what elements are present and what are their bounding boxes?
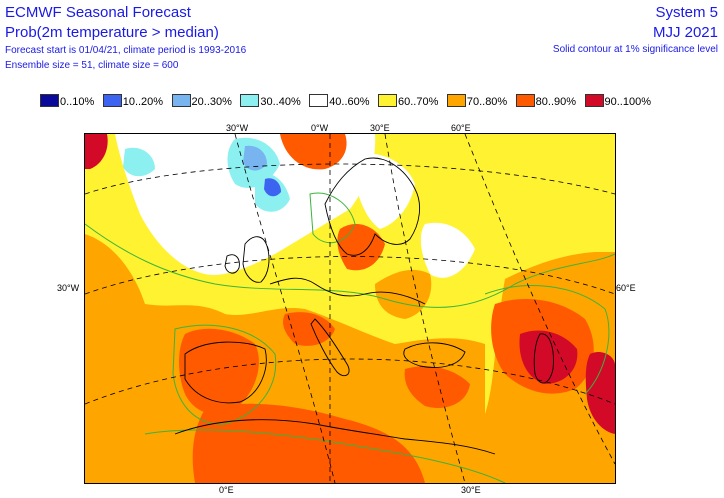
legend-swatch [171,94,191,107]
coast-italy [310,318,350,377]
field-80-90-sweden [337,224,385,271]
legend-item: 20..30% [171,94,232,108]
legend-label: 70..80% [466,96,508,108]
legend-item: 10..20% [102,94,164,108]
graticule-line [464,134,615,465]
lon-label-30w-left: 30°W [57,283,80,293]
map-canvas [85,134,615,483]
field-40-60-atlantic [115,134,376,275]
field-90-100-nw [85,134,108,169]
contour-line [172,324,277,425]
lon-label-60e-right: 60°E [616,283,636,293]
coast-ireland [224,254,240,274]
legend-label: 40..60% [329,96,370,108]
coastlines [174,157,554,455]
legend-item: 60..70% [378,94,438,108]
field-40-60-baltic [420,222,475,278]
coast-britain [242,236,270,283]
legend-swatch [584,94,604,107]
coast-scandinavia [324,157,421,256]
lon-label-30e-top: 30°E [370,123,390,133]
legend-label: 0..10% [60,96,95,108]
legend-label: 60..70% [398,96,439,108]
field-70-80-mid [375,269,432,319]
color-legend: 0..10% 10..20% 20..30% 30..40% 40..60% 6… [40,94,655,108]
field-80-90-iberia [179,328,259,414]
field-10-20-patch [264,178,281,197]
legend-label: 30..40% [260,96,301,108]
graticule-line [85,358,615,405]
system-name: System 5 [655,4,718,21]
probability-map [84,133,616,484]
contour-line [144,429,506,483]
field-30-40-patch [123,147,155,177]
legend-item: 70..80% [446,94,508,108]
field-80-90-balkans [283,312,335,346]
graticule-line [85,256,615,295]
coast-africa [174,419,496,455]
legend-swatch [446,94,466,107]
forecast-info: Forecast start is 01/04/21, climate peri… [5,45,247,56]
field-70-80-west [85,234,485,483]
legend-item: 90..100% [584,94,651,108]
graticule [85,134,615,483]
legend-swatch [378,94,398,107]
contour-note: Solid contour at 1% significance level [552,44,718,55]
graticule-line [384,134,466,483]
graticule-line [234,134,336,483]
coast-blacksea [403,342,466,368]
legend-swatch [40,94,59,107]
legend-label: 20..30% [191,96,232,108]
field-90-100-kazakh [519,330,578,384]
legend-swatch [240,94,260,107]
legend-item: 30..40% [240,94,301,108]
legend-label: 10..20% [122,96,164,108]
field-80-90-sahara [192,403,425,483]
legend-item: 80..90% [515,94,577,108]
legend-item: 0..10% [40,94,94,108]
contour-line [309,192,356,244]
map-subtitle: Prob(2m temperature > median) [5,24,219,41]
field-80-90-north [280,134,347,170]
graticule-line [85,163,615,195]
legend-swatch [515,94,535,107]
lon-label-0-bottom: 0°E [219,485,234,495]
legend-label: 80..90% [535,96,577,108]
lon-label-30w-top: 30°W [226,123,249,133]
field-20-30-patch [243,145,267,171]
field-40-60-scandinavia [350,152,415,229]
lon-label-0-top: 0°W [311,123,329,133]
map-title: ECMWF Seasonal Forecast [5,4,191,21]
lon-label-30e-bottom: 30°E [461,485,481,495]
legend-item: 40..60% [309,94,370,108]
legend-label: 90..100% [604,96,651,108]
coast-mainland [269,277,426,305]
contour-line [484,285,610,395]
lon-label-60e-top: 60°E [451,123,471,133]
coast-iberia [184,341,267,404]
ensemble-info: Ensemble size = 51, climate size = 600 [5,60,179,71]
legend-swatch [309,94,329,107]
field-80-90-turkey [404,366,470,408]
legend-swatch [102,94,122,107]
coast-caspian [533,333,554,384]
season-label: MJJ 2021 [652,24,718,41]
field-90-100-east [585,352,615,434]
